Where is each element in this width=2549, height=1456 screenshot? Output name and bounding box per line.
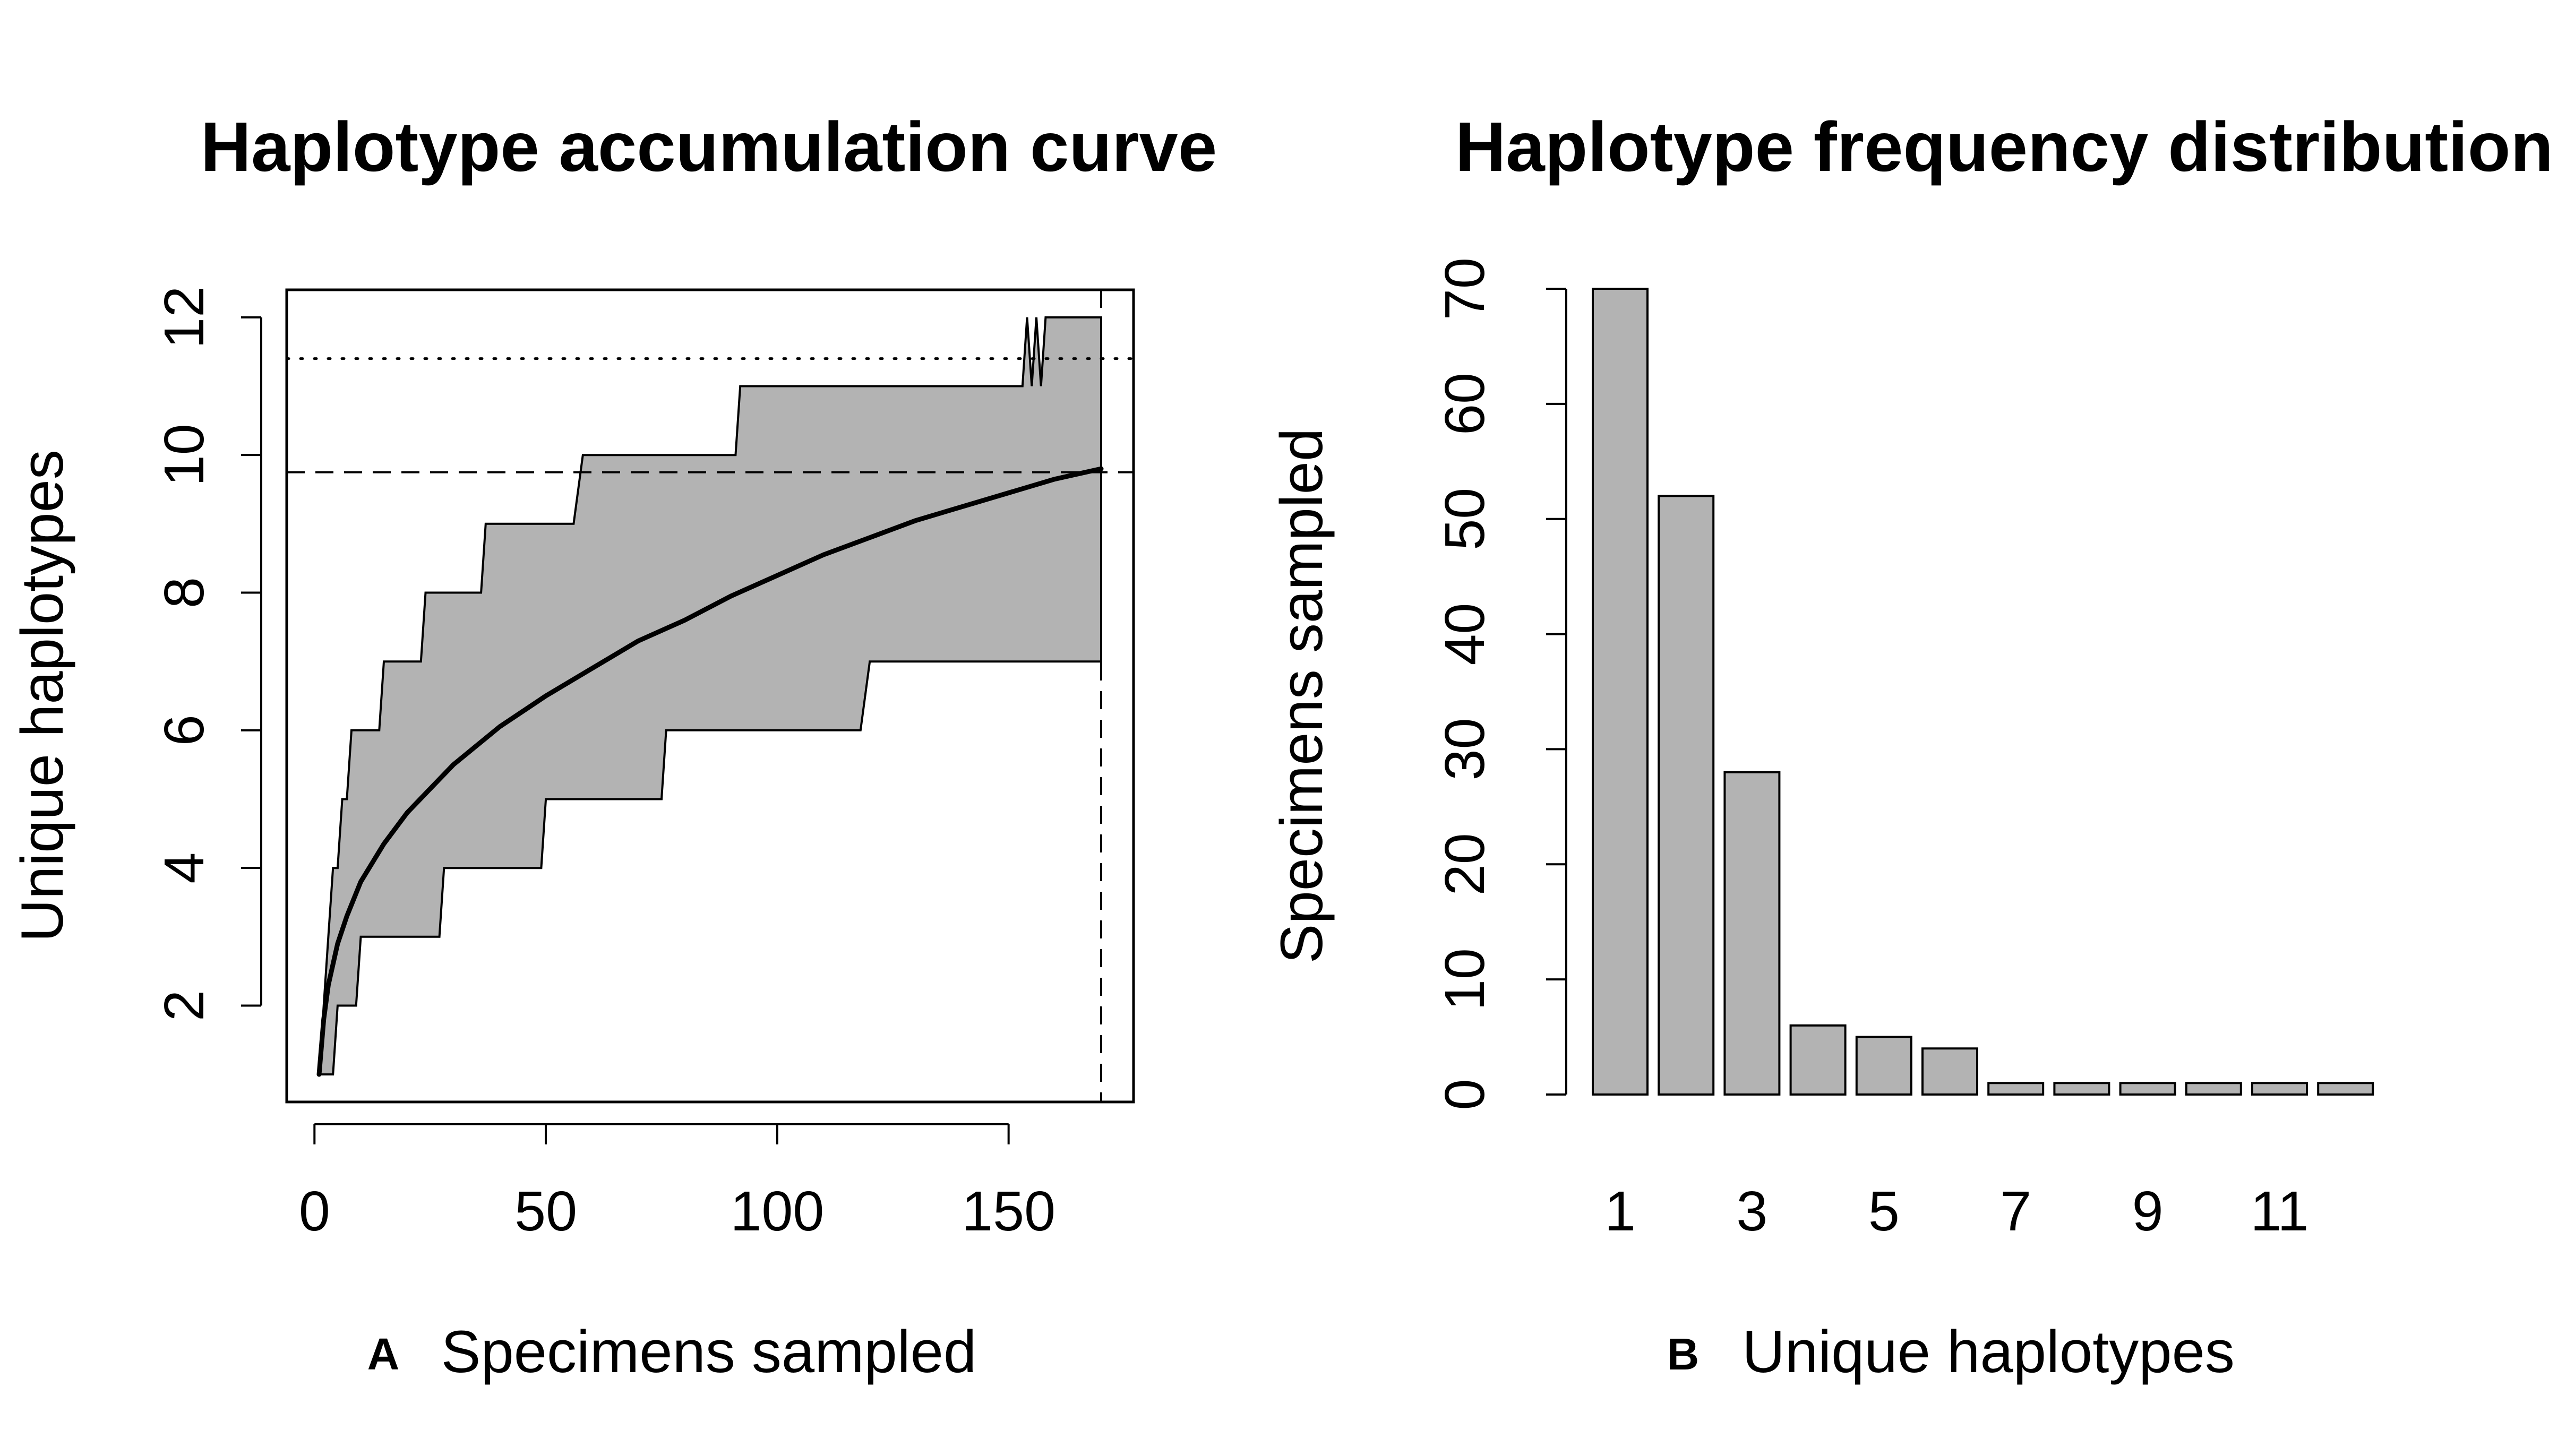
frequency-chart-title: Haplotype frequency distribution [1455, 108, 2549, 186]
frequency-y-axis: 0 10 20 30 40 50 60 70 [1434, 257, 1567, 1110]
y-tick-label: 30 [1434, 718, 1496, 780]
accumulation-plot-frame [285, 288, 1135, 1104]
frequency-bar [1723, 771, 1781, 1096]
accumulation-reference-lines [285, 290, 1135, 1102]
frequency-bar [2251, 1082, 2308, 1096]
frequency-bar [2053, 1082, 2110, 1096]
confidence-band-area [317, 316, 1102, 1076]
y-tick-label: 10 [1434, 948, 1496, 1011]
frequency-bar [2119, 1082, 2176, 1096]
frequency-bar [1789, 1024, 1847, 1096]
accumulation-chart-title: Haplotype accumulation curve [201, 108, 1217, 186]
x-tick-label: 7 [2000, 1180, 2031, 1243]
y-tick-label: 6 [153, 714, 216, 746]
x-tick-label: 100 [730, 1180, 824, 1243]
frequency-bar [2317, 1082, 2374, 1096]
frequency-bar [1592, 288, 1649, 1096]
accumulation-confidence-band [317, 316, 1102, 1076]
frequency-bar [1921, 1047, 1978, 1096]
frequency-x-tick-labels: 1 3 5 7 9 11 [1604, 1180, 2309, 1243]
y-tick-label: 0 [1434, 1079, 1496, 1110]
frequency-y-axis-title: Specimens sampled [1268, 428, 1335, 964]
accumulation-mean-curve [316, 466, 1104, 1077]
y-tick-label: 12 [153, 286, 216, 349]
y-tick-label: 70 [1434, 257, 1496, 320]
y-tick-label: 20 [1434, 833, 1496, 895]
frequency-x-axis-title: Unique haplotypes [1742, 1319, 2235, 1385]
accumulation-y-axis: 2 4 6 8 10 12 [153, 286, 262, 1021]
y-tick-label: 2 [153, 990, 216, 1021]
y-tick-label: 4 [153, 852, 216, 884]
y-tick-label: 8 [153, 577, 216, 608]
accumulation-x-axis-title: Specimens sampled [441, 1319, 977, 1385]
frequency-chart: Haplotype frequency distribution 0102030… [1268, 108, 2549, 1385]
y-tick-label: 10 [153, 424, 216, 486]
x-tick-label: 1 [1604, 1180, 1636, 1243]
frequency-bar [1855, 1036, 1912, 1096]
y-tick-label: 60 [1434, 373, 1496, 435]
x-tick-label: 11 [2250, 1180, 2308, 1243]
x-tick-label: 150 [962, 1180, 1055, 1243]
x-tick-label: 9 [2132, 1180, 2164, 1243]
y-tick-label: 50 [1434, 488, 1496, 550]
accumulation-chart: Haplotype accumulation curve 0 50 100 150 2… [9, 108, 1217, 1385]
x-tick-label: 50 [514, 1180, 577, 1243]
x-tick-label: 5 [1868, 1180, 1900, 1243]
x-tick-label: 0 [299, 1180, 330, 1243]
x-tick-label: 3 [1736, 1180, 1767, 1243]
accumulation-y-axis-title: Unique haplotypes [9, 450, 75, 942]
accumulation-x-axis: 0 50 100 150 [299, 1123, 1055, 1243]
frequency-bar [2185, 1082, 2242, 1096]
mean-accumulation-line [316, 466, 1104, 1077]
frequency-bar [1987, 1082, 2045, 1096]
panel-a-label: A [367, 1329, 400, 1379]
panel-b-label: B [1667, 1329, 1700, 1379]
y-tick-label: 40 [1434, 603, 1496, 666]
frequency-bar [1658, 495, 1715, 1096]
frequency-bars [1592, 288, 2374, 1096]
